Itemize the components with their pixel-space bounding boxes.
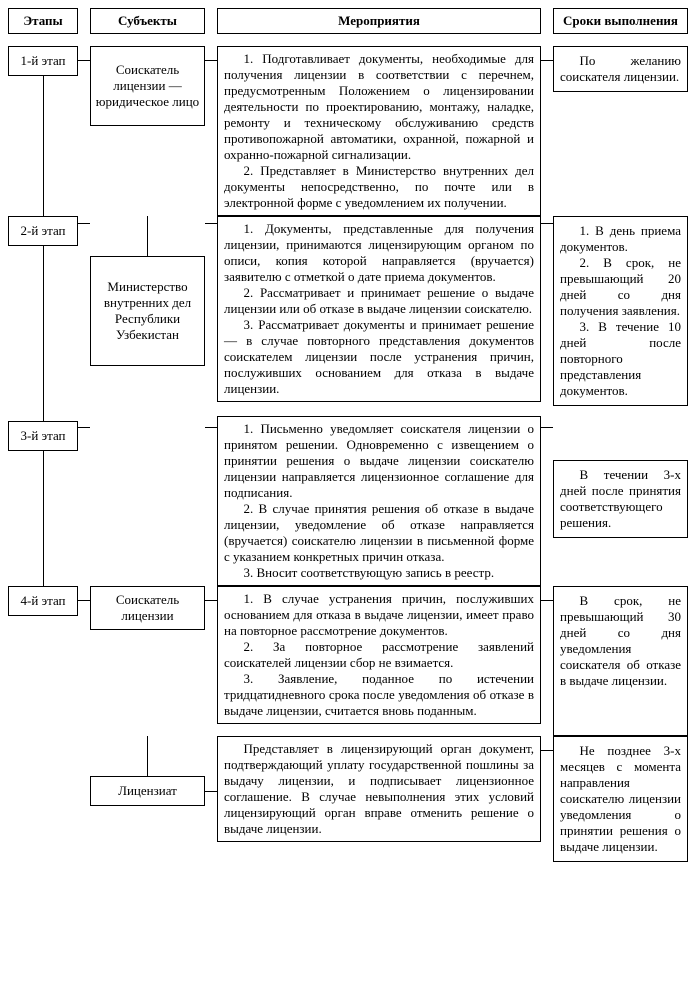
activity-2: 1. Документы, представленные для получен…: [217, 216, 541, 402]
subject-applicant-legal: Соискатель лицензии — юридическое лицо: [90, 46, 205, 126]
header-activity: Мероприятия: [217, 8, 541, 34]
stage-4-label: 4-й этап: [8, 586, 78, 616]
activity-4-p3: 3. Заявление, поданное по истечении трид…: [224, 671, 534, 719]
activity-3-p3: 3. Вносит соответствующую запись в реест…: [224, 565, 534, 581]
activity-4-p2: 2. За повторное рассмотрение заявлений с…: [224, 639, 534, 671]
activity-3-p2: 2. В случае принятия решения об отказе в…: [224, 501, 534, 565]
activity-3: 1. Письменно уведомляет соискателя лицен…: [217, 416, 541, 586]
header-deadline: Сроки выполнения: [553, 8, 688, 34]
header-stage: Этапы: [8, 8, 78, 34]
activity-1: 1. Подготавливает документы, необходимые…: [217, 46, 541, 216]
stage-1-label: 1-й этап: [8, 46, 78, 76]
deadline-2: 1. В день приема документов. 2. В срок, …: [553, 216, 688, 406]
activity-4: 1. В случае устранения причин, послуживш…: [217, 586, 541, 724]
activity-1-p1: 1. Подготавливает документы, необходимые…: [224, 51, 534, 163]
subject-applicant: Соискатель лицензии: [90, 586, 205, 630]
deadline-1: По желанию соискателя лицензии.: [553, 46, 688, 92]
stage-1-row: 1-й этап Соискатель лицензии — юридическ…: [8, 46, 688, 216]
activity-1-p2: 2. Представляет в Министерство внутренни…: [224, 163, 534, 211]
activity-2-p3: 3. Рассматривает документы и принимает р…: [224, 317, 534, 397]
deadline-4: В срок, не превышающий 30 дней со дня ув…: [553, 586, 688, 736]
activity-2-p1: 1. Документы, представленные для получен…: [224, 221, 534, 285]
subject-ministry: Министерство внутренних дел Республики У…: [90, 256, 205, 366]
deadline-3: В течении 3-х дней после принятия соотве…: [553, 460, 688, 538]
activity-4-p1: 1. В случае устранения причин, послуживш…: [224, 591, 534, 639]
activity-5: Представляет в лицензирующий орган докум…: [217, 736, 541, 842]
stage-2-label: 2-й этап: [8, 216, 78, 246]
stage-3-label: 3-й этап: [8, 421, 78, 451]
activity-2-p2: 2. Рассматривает и принимает решение о в…: [224, 285, 534, 317]
stage-4-row: 4-й этап Соискатель лицензии 1. В случае…: [8, 586, 688, 736]
licensee-row: Лицензиат Представляет в лицензирующий о…: [8, 736, 688, 862]
deadline-5: Не позднее 3-х месяцев с момента направл…: [553, 736, 688, 862]
subject-licensee: Лицензиат: [90, 776, 205, 806]
header-row: Этапы Субъекты Мероприятия Сроки выполне…: [8, 8, 688, 34]
stage-2-3-row: 2-й этап 3-й этап Министерство внутренни…: [8, 216, 688, 586]
header-subject: Субъекты: [90, 8, 205, 34]
activity-3-p1: 1. Письменно уведомляет соискателя лицен…: [224, 421, 534, 501]
